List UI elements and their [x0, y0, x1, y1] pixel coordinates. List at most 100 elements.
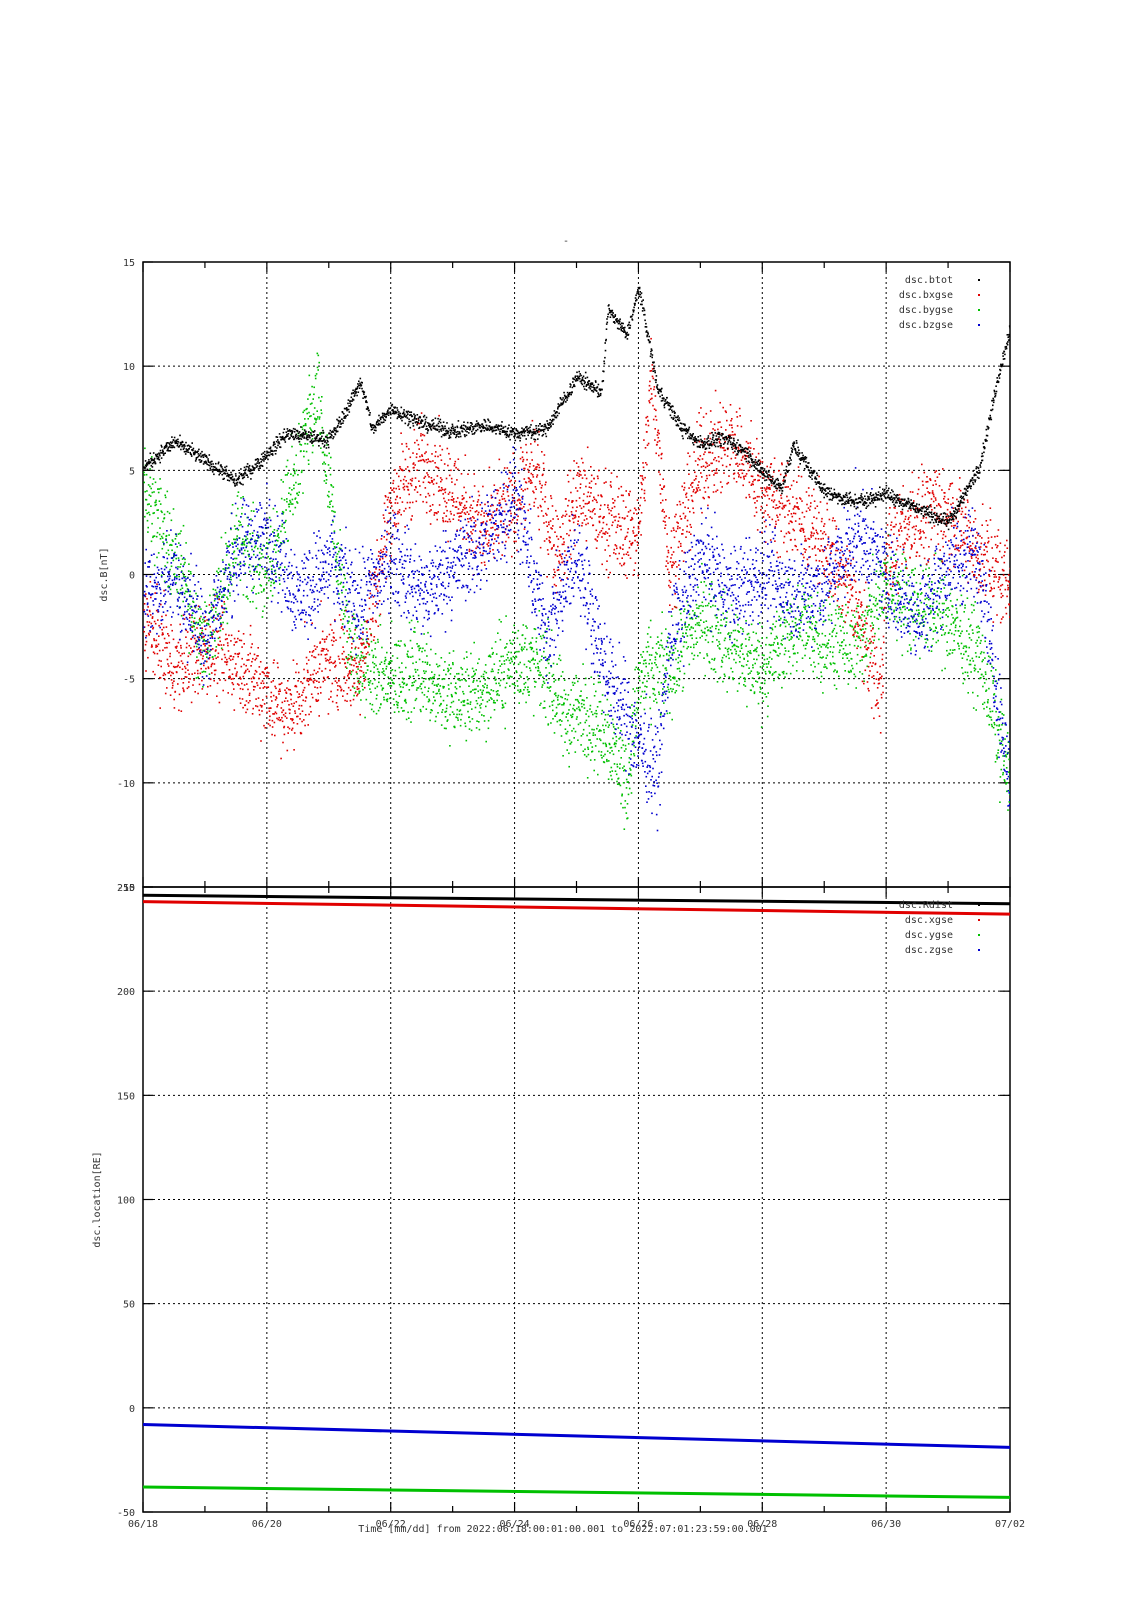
data-point	[267, 672, 269, 674]
data-point	[908, 574, 910, 576]
data-point	[315, 378, 317, 380]
data-point	[875, 583, 877, 585]
data-point	[261, 705, 263, 707]
data-point	[183, 691, 185, 693]
data-point	[572, 518, 574, 520]
data-point	[460, 504, 462, 506]
data-point	[302, 700, 304, 702]
data-point	[904, 581, 906, 583]
data-point	[541, 451, 543, 453]
data-point	[415, 477, 417, 479]
data-point	[188, 656, 190, 658]
data-point	[564, 690, 566, 692]
data-point	[808, 598, 810, 600]
data-point	[232, 678, 234, 680]
data-point	[528, 660, 530, 662]
data-point	[439, 490, 441, 492]
data-point	[387, 499, 389, 501]
data-point	[247, 654, 249, 656]
data-point	[709, 594, 711, 596]
data-point	[309, 427, 311, 429]
data-point	[455, 461, 457, 463]
data-point	[292, 514, 294, 516]
data-point	[313, 413, 315, 415]
data-point	[623, 744, 625, 746]
data-point	[375, 642, 377, 644]
data-point	[467, 518, 469, 520]
data-point	[456, 688, 458, 690]
data-point	[218, 630, 220, 632]
data-point	[861, 634, 863, 636]
data-point	[240, 688, 242, 690]
data-point	[424, 672, 426, 674]
data-point	[235, 562, 237, 564]
data-point	[318, 681, 320, 683]
data-point	[586, 735, 588, 737]
data-point	[636, 712, 638, 714]
data-point	[562, 523, 564, 525]
data-point	[255, 545, 257, 547]
data-point	[420, 647, 422, 649]
data-point	[725, 647, 727, 649]
data-point	[271, 734, 273, 736]
data-point	[379, 600, 381, 602]
data-point	[685, 622, 687, 624]
data-point	[376, 539, 378, 541]
data-point	[451, 478, 453, 480]
data-point	[983, 708, 985, 710]
data-point	[687, 626, 689, 628]
data-point	[983, 652, 985, 654]
data-point	[326, 654, 328, 656]
data-point	[515, 531, 517, 533]
data-point	[513, 640, 515, 642]
data-point	[310, 678, 312, 680]
data-point	[414, 627, 416, 629]
data-point	[324, 639, 326, 641]
data-point	[849, 652, 851, 654]
data-point	[316, 373, 318, 375]
data-point	[145, 509, 147, 511]
data-point	[761, 726, 763, 728]
data-point	[383, 548, 385, 550]
data-point	[776, 621, 778, 623]
data-point	[293, 468, 295, 470]
data-point	[149, 494, 151, 496]
data-point	[412, 502, 414, 504]
data-point	[439, 504, 441, 506]
data-point	[789, 639, 791, 641]
data-point	[167, 633, 169, 635]
data-point	[161, 536, 163, 538]
data-point	[751, 624, 753, 626]
data-point	[203, 665, 205, 667]
data-point	[466, 669, 468, 671]
data-point	[399, 645, 401, 647]
data-point	[305, 425, 307, 427]
data-point	[581, 508, 583, 510]
data-point	[190, 573, 192, 575]
data-point	[594, 713, 596, 715]
data-point	[873, 624, 875, 626]
data-point	[905, 559, 907, 561]
data-point	[998, 716, 1000, 718]
data-point	[449, 475, 451, 477]
data-point	[422, 692, 424, 694]
data-point	[632, 688, 634, 690]
data-point	[166, 642, 168, 644]
data-point	[308, 463, 310, 465]
data-point	[524, 646, 526, 648]
data-point	[801, 611, 803, 613]
data-point	[150, 581, 152, 583]
data-point	[582, 512, 584, 514]
data-point	[171, 672, 173, 674]
data-point	[443, 512, 445, 514]
data-point	[684, 608, 686, 610]
data-point	[293, 475, 295, 477]
data-point	[362, 639, 364, 641]
data-point	[289, 713, 291, 715]
data-point	[609, 555, 611, 557]
data-point	[956, 599, 958, 601]
data-point	[979, 668, 981, 670]
data-point	[321, 654, 323, 656]
data-point	[530, 480, 532, 482]
data-point	[609, 752, 611, 754]
